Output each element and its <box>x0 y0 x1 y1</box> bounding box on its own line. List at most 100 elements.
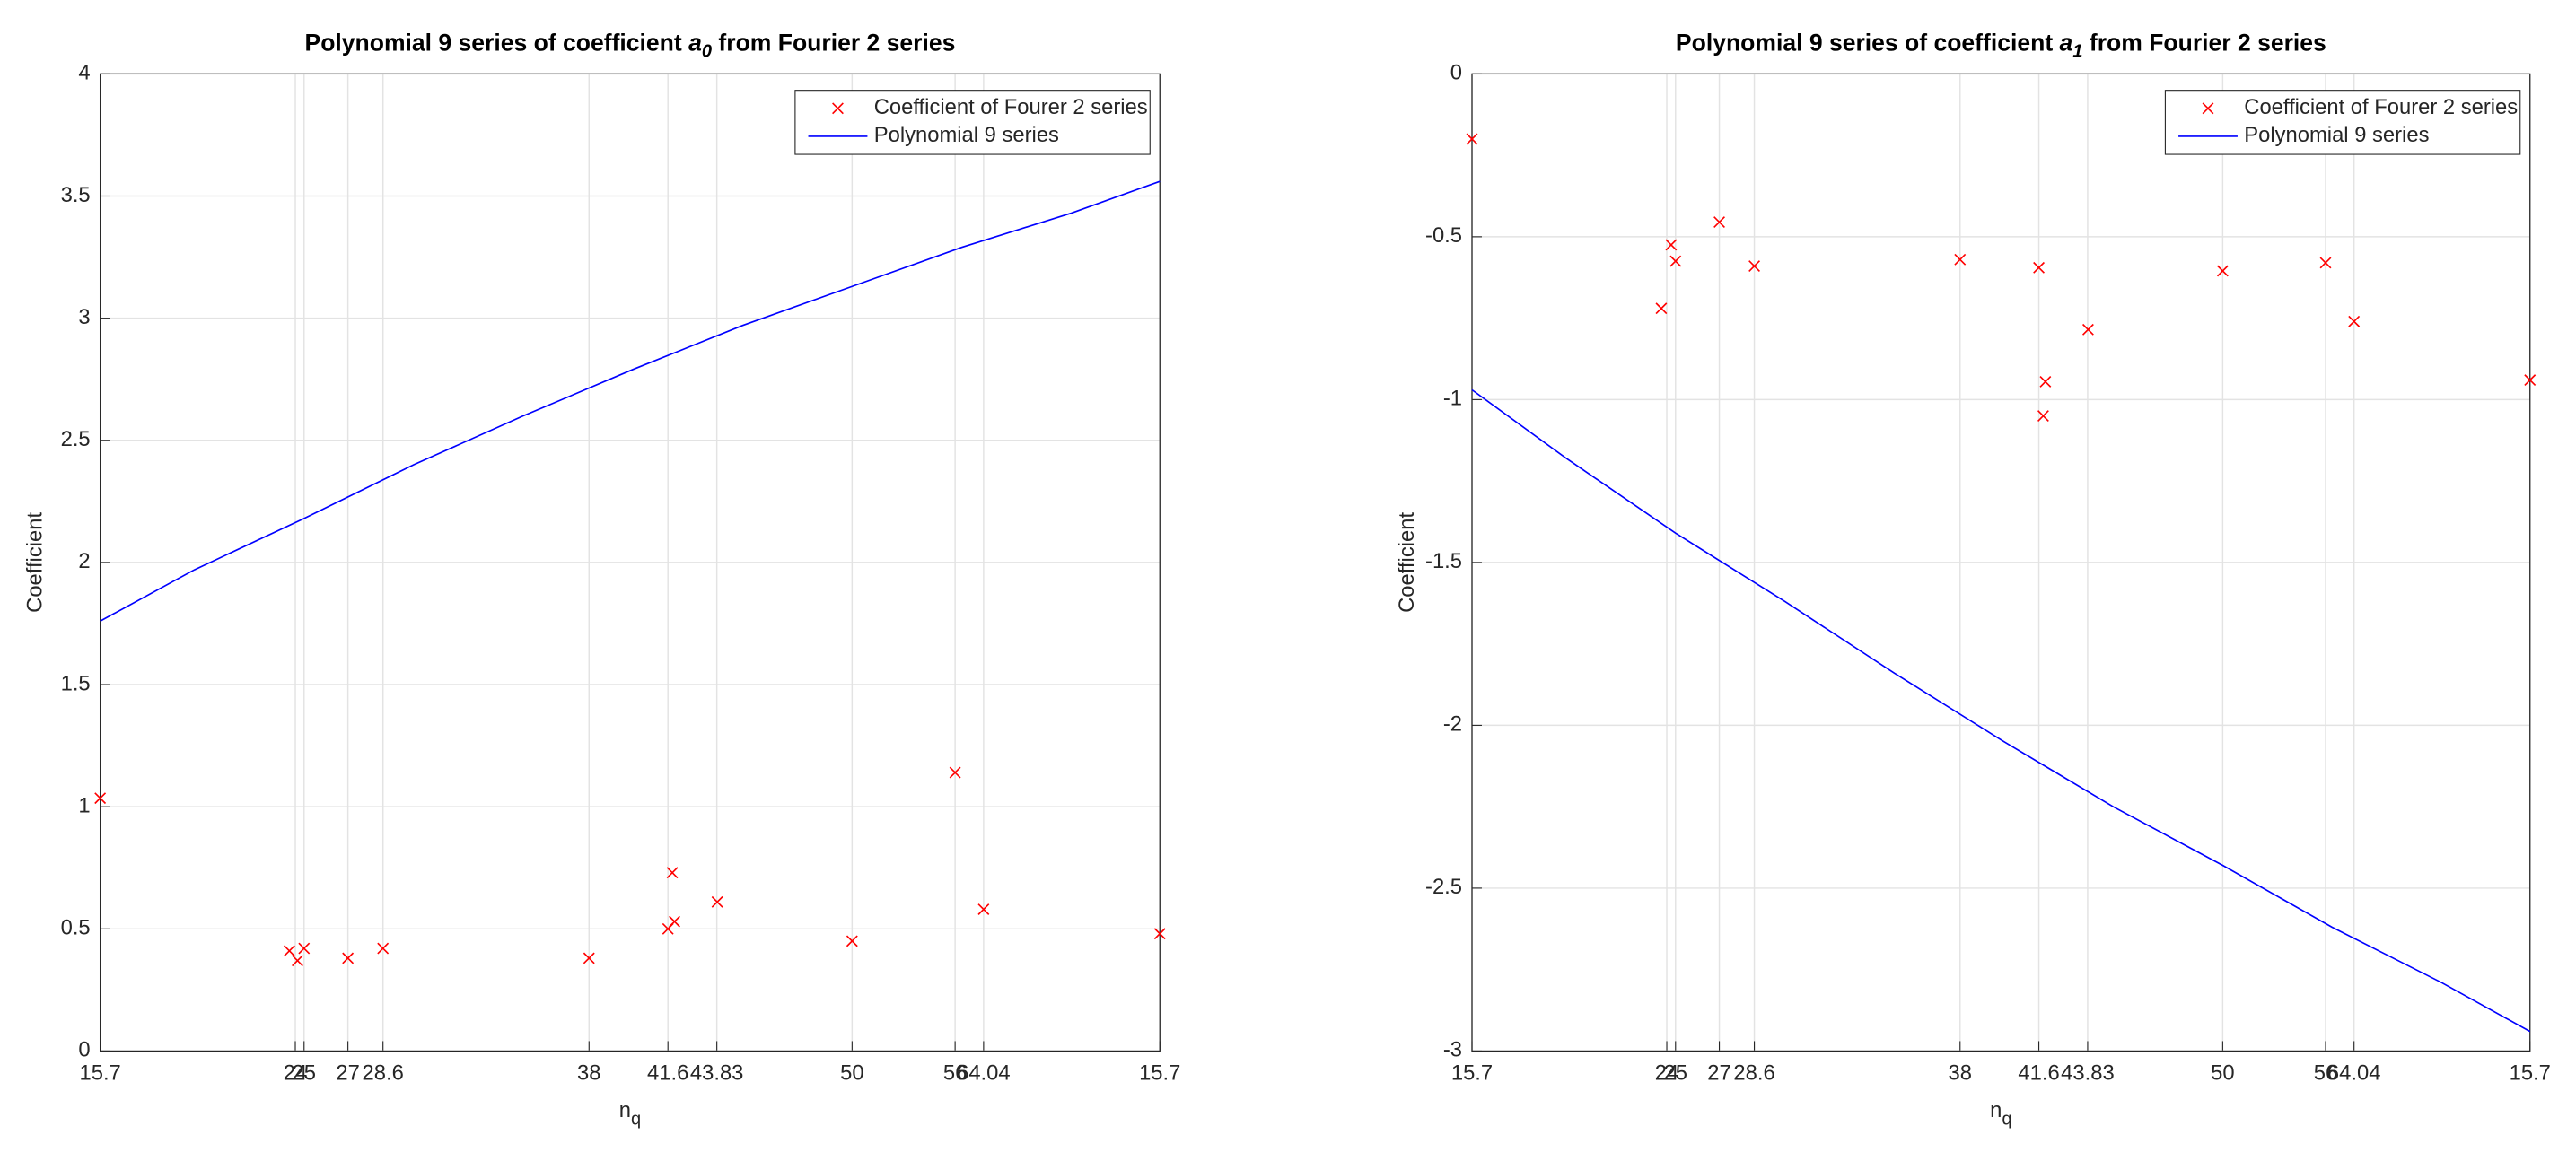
x-tick-label: 38 <box>1949 1060 1972 1085</box>
x-tick-label: 50 <box>840 1060 863 1085</box>
y-tick-label: 0.5 <box>61 916 91 940</box>
marker-stroke <box>1669 255 1682 267</box>
x-tick-label: 64.04 <box>2327 1060 2381 1085</box>
title-suffix: from Fourier 2 series <box>2082 29 2326 56</box>
y-tick-label: 3.5 <box>61 183 91 207</box>
marker-stroke <box>2524 374 2537 387</box>
legend-box <box>2164 90 2521 155</box>
marker-stroke <box>1153 928 1166 940</box>
marker-stroke <box>1954 253 1967 266</box>
x-tick-label: 15.7 <box>80 1060 121 1085</box>
marker-stroke <box>1655 302 1668 315</box>
x-tick-label: 50 <box>2211 1060 2234 1085</box>
marker <box>977 903 990 915</box>
marker <box>2039 375 2052 388</box>
x-tick-label: 56 <box>2314 1060 2337 1085</box>
marker <box>377 942 390 955</box>
axes-box <box>1471 73 2531 1052</box>
x-label-subscript: q <box>2002 1110 2011 1130</box>
marker-stroke <box>1713 216 1725 228</box>
x-tick-label: 25 <box>1664 1060 1687 1085</box>
marker-stroke <box>1665 239 1678 251</box>
marker <box>1954 253 1967 266</box>
x-tick-label: 25 <box>293 1060 316 1085</box>
marker <box>1153 928 1166 940</box>
legend-label: Polynomial 9 series <box>874 123 1059 147</box>
marker-stroke <box>666 867 679 879</box>
y-tick-label: -0.5 <box>1425 223 1462 248</box>
y-tick-label: 3 <box>78 305 90 329</box>
marker-stroke <box>669 915 680 928</box>
x-tick-label: 27 <box>1707 1060 1730 1085</box>
marker <box>342 952 355 964</box>
y-axis-label: Coefficient <box>1395 512 1419 613</box>
marker-stroke <box>283 945 295 957</box>
axes-box <box>100 73 1161 1052</box>
marker-stroke <box>2039 375 2052 388</box>
x-label-text: n <box>1990 1098 2002 1122</box>
marker-stroke <box>2037 410 2049 422</box>
marker <box>949 766 961 779</box>
y-tick-label: 0 <box>1450 61 1462 85</box>
marker-stroke <box>583 952 595 964</box>
title-text: Polynomial 9 series of coefficient <box>1676 29 2060 56</box>
chart-title: Polynomial 9 series of coefficient a0 fr… <box>305 29 956 61</box>
marker <box>2033 261 2045 274</box>
x-tick-label: 15.7 <box>1451 1060 1493 1085</box>
marker-stroke <box>342 952 355 964</box>
title-subscript: 1 <box>2072 42 2082 62</box>
marker-stroke <box>832 102 844 115</box>
marker-stroke <box>711 895 723 908</box>
x-tick-label: 38 <box>577 1060 600 1085</box>
marker <box>283 945 295 957</box>
title-symbol: a <box>2060 29 2073 56</box>
marker <box>2348 315 2361 327</box>
marker-stroke <box>298 942 311 955</box>
y-tick-label: -2.5 <box>1425 875 1462 899</box>
marker <box>1665 239 1678 251</box>
marker <box>2037 410 2049 422</box>
marker <box>832 102 844 115</box>
marker-stroke <box>2202 102 2214 115</box>
y-tick-label: 4 <box>78 61 90 85</box>
legend-label: Polynomial 9 series <box>2244 123 2429 147</box>
legend-label: Coefficient of Fourer 2 series <box>2244 95 2518 119</box>
x-tick-label: 15.7 <box>2510 1060 2551 1085</box>
legend-label: Coefficient of Fourer 2 series <box>874 95 1148 119</box>
x-tick-label: 28.6 <box>363 1060 404 1085</box>
marker-stroke <box>846 935 858 947</box>
marker <box>94 792 107 805</box>
marker <box>711 895 723 908</box>
x-tick-label: 56 <box>943 1060 967 1085</box>
x-tick-label: 64.04 <box>957 1060 1011 1085</box>
marker <box>298 942 311 955</box>
marker <box>1713 216 1725 228</box>
marker-stroke <box>292 955 303 967</box>
marker <box>1669 255 1682 267</box>
x-tick-label: 24 <box>284 1060 307 1085</box>
x-tick-label: 28.6 <box>1733 1060 1774 1085</box>
marker <box>1466 133 1478 145</box>
marker <box>1655 302 1668 315</box>
y-tick-label: 2 <box>78 549 90 573</box>
marker-stroke <box>2081 323 2094 336</box>
marker <box>583 952 595 964</box>
x-label-text: n <box>619 1098 631 1122</box>
marker-stroke <box>1748 260 1761 272</box>
x-tick-label: 41.6 <box>647 1060 688 1085</box>
y-tick-label: 1.5 <box>61 671 91 695</box>
x-tick-label: 41.6 <box>2018 1060 2059 1085</box>
title-subscript: 0 <box>702 42 712 62</box>
marker <box>846 935 858 947</box>
x-tick-label: 24 <box>1655 1060 1678 1085</box>
x-axis-label: nq <box>619 1098 641 1129</box>
marker-stroke <box>2033 261 2045 274</box>
x-tick-label: 15.7 <box>1139 1060 1180 1085</box>
marker-stroke <box>94 792 107 805</box>
title-symbol: a <box>688 29 702 56</box>
title-suffix: from Fourier 2 series <box>712 29 955 56</box>
legend-box <box>794 90 1151 155</box>
marker <box>666 867 679 879</box>
